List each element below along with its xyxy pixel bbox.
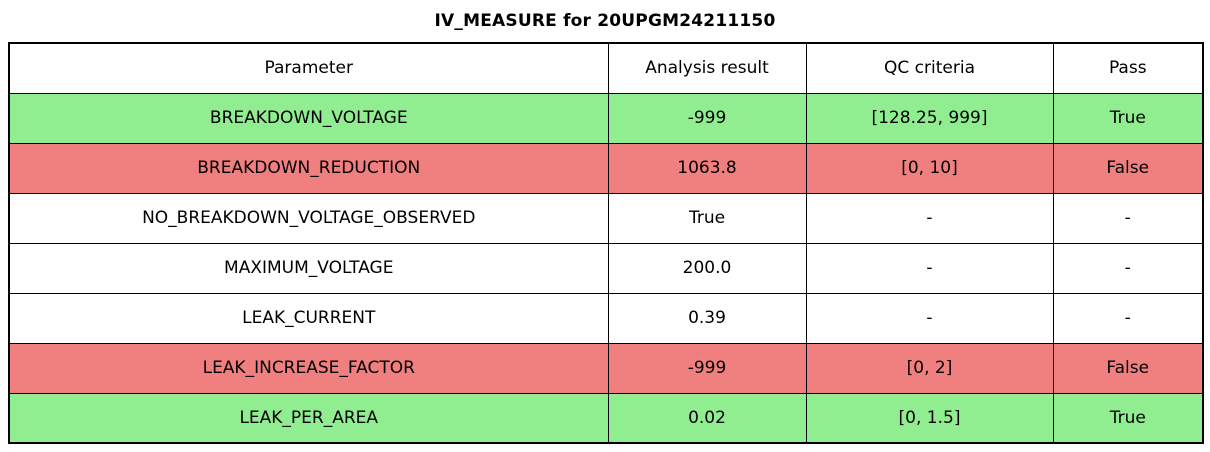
cell-parameter: BREAKDOWN_REDUCTION bbox=[8, 142, 609, 194]
cell-pass: False bbox=[1052, 142, 1204, 194]
figure-title: IV_MEASURE for 20UPGM24211150 bbox=[434, 11, 776, 31]
cell-analysis-result: 1063.8 bbox=[607, 142, 807, 194]
table-row: LEAK_CURRENT 0.39 - - bbox=[8, 292, 1204, 344]
cell-qc-criteria: - bbox=[805, 292, 1054, 344]
cell-pass: True bbox=[1052, 392, 1204, 444]
column-header-analysis-result: Analysis result bbox=[607, 42, 807, 94]
cell-analysis-result: 0.02 bbox=[607, 392, 807, 444]
cell-qc-criteria: [128.25, 999] bbox=[805, 92, 1054, 144]
cell-analysis-result: -999 bbox=[607, 342, 807, 394]
cell-pass: True bbox=[1052, 92, 1204, 144]
cell-parameter: BREAKDOWN_VOLTAGE bbox=[8, 92, 609, 144]
cell-parameter: LEAK_INCREASE_FACTOR bbox=[8, 342, 609, 394]
cell-qc-criteria: - bbox=[805, 192, 1054, 244]
column-header-qc-criteria: QC criteria bbox=[805, 42, 1054, 94]
cell-qc-criteria: [0, 10] bbox=[805, 142, 1054, 194]
qc-results-table: Parameter Analysis result QC criteria Pa… bbox=[8, 42, 1204, 444]
cell-qc-criteria: - bbox=[805, 242, 1054, 294]
cell-parameter: MAXIMUM_VOLTAGE bbox=[8, 242, 609, 294]
table-row: BREAKDOWN_VOLTAGE -999 [128.25, 999] Tru… bbox=[8, 92, 1204, 144]
cell-pass: - bbox=[1052, 292, 1204, 344]
cell-analysis-result: 0.39 bbox=[607, 292, 807, 344]
cell-parameter: LEAK_PER_AREA bbox=[8, 392, 609, 444]
cell-parameter: LEAK_CURRENT bbox=[8, 292, 609, 344]
table-row: LEAK_INCREASE_FACTOR -999 [0, 2] False bbox=[8, 342, 1204, 394]
table-row: LEAK_PER_AREA 0.02 [0, 1.5] True bbox=[8, 392, 1204, 444]
column-header-pass: Pass bbox=[1052, 42, 1204, 94]
cell-pass: - bbox=[1052, 242, 1204, 294]
cell-parameter: NO_BREAKDOWN_VOLTAGE_OBSERVED bbox=[8, 192, 609, 244]
table-row: MAXIMUM_VOLTAGE 200.0 - - bbox=[8, 242, 1204, 294]
cell-qc-criteria: [0, 2] bbox=[805, 342, 1054, 394]
column-header-parameter: Parameter bbox=[8, 42, 609, 94]
table-row: NO_BREAKDOWN_VOLTAGE_OBSERVED True - - bbox=[8, 192, 1204, 244]
cell-analysis-result: True bbox=[607, 192, 807, 244]
cell-qc-criteria: [0, 1.5] bbox=[805, 392, 1054, 444]
cell-pass: - bbox=[1052, 192, 1204, 244]
table-row: BREAKDOWN_REDUCTION 1063.8 [0, 10] False bbox=[8, 142, 1204, 194]
cell-analysis-result: -999 bbox=[607, 92, 807, 144]
table-header-row: Parameter Analysis result QC criteria Pa… bbox=[8, 42, 1204, 94]
cell-pass: False bbox=[1052, 342, 1204, 394]
cell-analysis-result: 200.0 bbox=[607, 242, 807, 294]
